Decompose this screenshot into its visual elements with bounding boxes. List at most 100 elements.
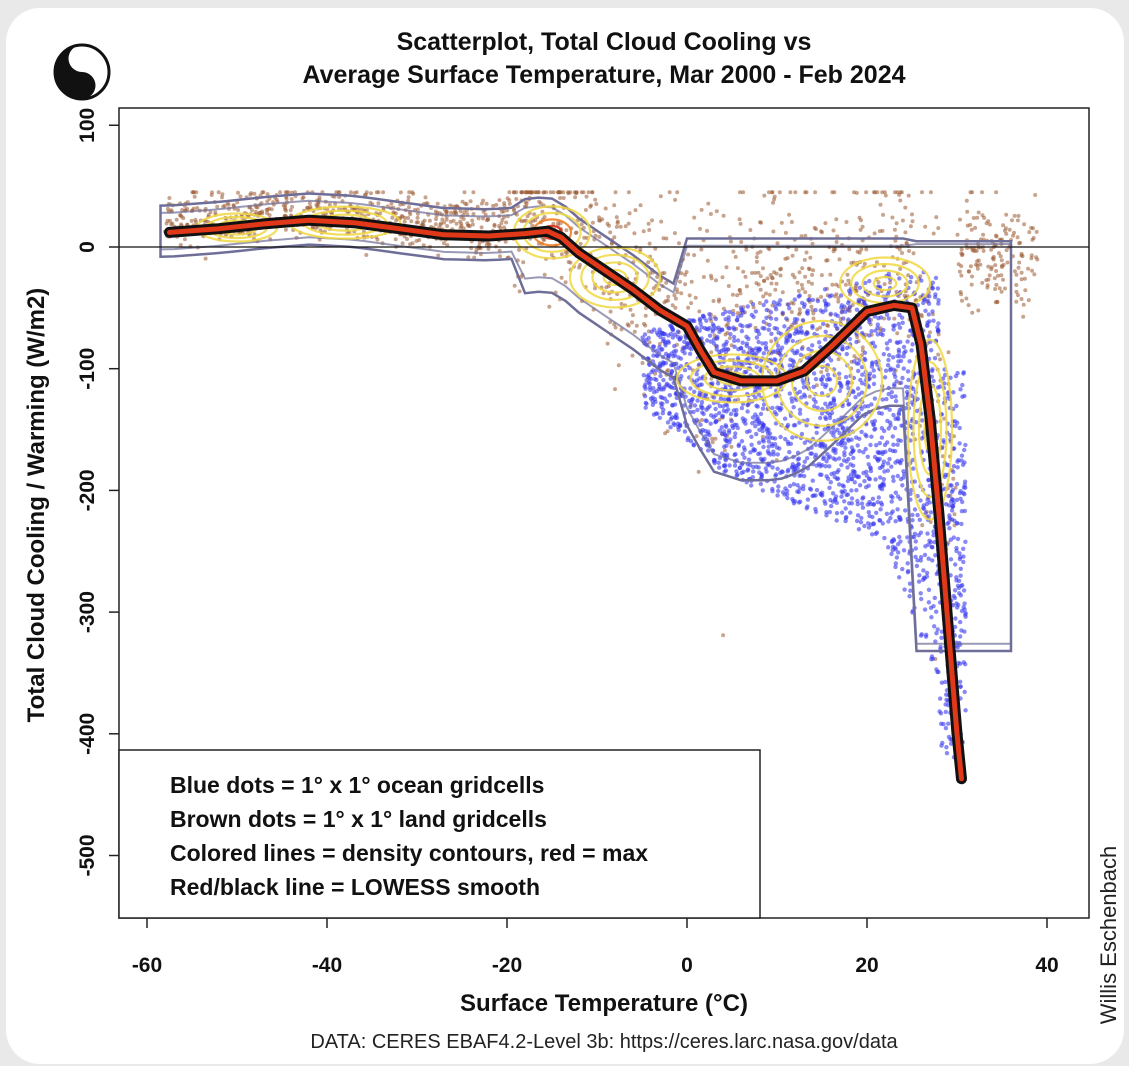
land-dot	[900, 251, 904, 255]
land-dot	[999, 273, 1004, 278]
land-dot	[626, 190, 631, 195]
ocean-dot	[948, 483, 953, 488]
land-dot	[1030, 268, 1034, 273]
land-dot	[1026, 298, 1031, 303]
land-dot	[698, 226, 702, 231]
ocean-dot	[785, 495, 790, 501]
ocean-dot	[948, 557, 954, 562]
ocean-dot	[886, 357, 891, 363]
ocean-dot	[909, 348, 914, 353]
land-dot	[594, 202, 599, 206]
ocean-dot	[758, 411, 764, 417]
ocean-dot	[776, 488, 781, 494]
ocean-dot	[780, 310, 785, 315]
ocean-dot	[887, 338, 893, 343]
land-dot	[965, 209, 970, 214]
ocean-dot	[901, 469, 906, 474]
ocean-dot	[917, 517, 922, 522]
ocean-dot	[935, 286, 941, 291]
ocean-dot	[774, 326, 780, 331]
land-dot	[1001, 277, 1005, 282]
ocean-dot	[723, 423, 728, 428]
land-dot	[980, 190, 984, 195]
ocean-dot	[875, 362, 880, 367]
ocean-dot	[958, 679, 963, 684]
land-dot	[756, 270, 761, 275]
land-dot	[661, 236, 666, 241]
land-dot	[169, 208, 174, 213]
land-dot	[236, 190, 240, 195]
land-dot	[968, 190, 973, 195]
ocean-dot	[893, 519, 898, 524]
ocean-dot	[710, 329, 715, 334]
land-dot	[410, 241, 415, 246]
ocean-dot	[831, 446, 836, 452]
ocean-dot	[923, 634, 929, 639]
land-dot	[993, 263, 998, 268]
ocean-dot	[731, 408, 736, 413]
land-dot	[662, 300, 667, 305]
land-dot	[1003, 226, 1008, 231]
ocean-dot	[797, 407, 803, 412]
land-dot	[864, 190, 869, 195]
ocean-dot	[962, 447, 967, 453]
ocean-dot	[827, 454, 832, 459]
land-dot	[798, 310, 802, 315]
land-dot	[444, 217, 449, 222]
ocean-dot	[837, 380, 842, 386]
ocean-dot	[872, 418, 878, 424]
ocean-dot	[865, 454, 870, 459]
ocean-dot	[765, 449, 771, 454]
land-dot	[178, 243, 183, 247]
ocean-dot	[802, 394, 808, 399]
ocean-dot	[714, 344, 720, 349]
ocean-dot	[692, 403, 698, 408]
ocean-dot	[916, 579, 922, 584]
ocean-dot	[749, 442, 754, 447]
ocean-dot	[946, 734, 952, 740]
ocean-dot	[897, 276, 902, 281]
ocean-dot	[697, 362, 702, 367]
ocean-dot	[889, 499, 894, 504]
ocean-dot	[767, 431, 773, 436]
ocean-dot	[962, 607, 967, 612]
land-dot	[406, 216, 411, 220]
ocean-dot	[766, 327, 771, 332]
ocean-dot	[823, 401, 828, 406]
land-dot	[481, 216, 485, 221]
ocean-dot	[790, 358, 795, 363]
land-dot	[507, 198, 512, 203]
ocean-dot	[823, 301, 829, 306]
land-dot	[616, 363, 621, 368]
ocean-dot	[754, 328, 759, 334]
ocean-dot	[950, 497, 956, 502]
ocean-dot	[892, 425, 898, 431]
land-dot	[494, 202, 499, 207]
ocean-dot	[732, 327, 737, 332]
ocean-dot	[720, 404, 726, 409]
ocean-dot	[819, 463, 825, 468]
ocean-dot	[719, 414, 725, 419]
ocean-dot	[846, 438, 851, 443]
ocean-dot	[939, 721, 944, 726]
ocean-dot	[709, 413, 714, 418]
ocean-dot	[686, 435, 691, 441]
land-dot	[1030, 237, 1035, 242]
ocean-dot	[707, 404, 712, 409]
ocean-dot	[925, 298, 931, 304]
land-dot	[738, 291, 743, 296]
land-dot	[849, 261, 854, 265]
land-dot	[655, 275, 660, 279]
land-dot	[936, 352, 941, 357]
ocean-dot	[731, 334, 737, 340]
ocean-dot	[954, 481, 960, 487]
land-dot	[604, 285, 609, 290]
ocean-dot	[819, 444, 824, 449]
land-dot	[677, 241, 681, 246]
ocean-dot	[912, 534, 917, 540]
ocean-dot	[880, 462, 886, 468]
land-dot	[551, 221, 556, 226]
ocean-dot	[796, 330, 801, 335]
ocean-dot	[839, 310, 844, 315]
ocean-dot	[815, 298, 821, 304]
